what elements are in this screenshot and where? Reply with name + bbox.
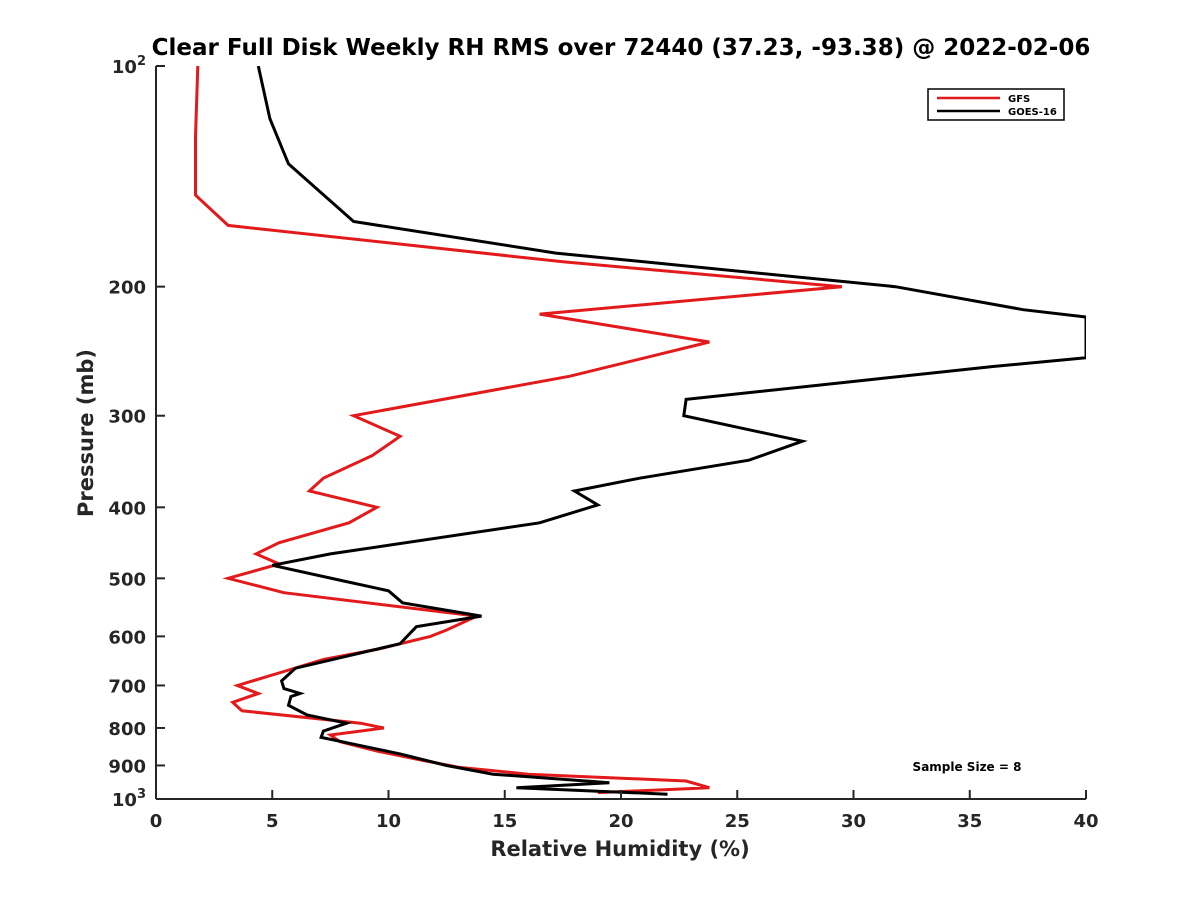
y-tick-label: 900 <box>108 756 146 777</box>
x-tick-label: 30 <box>841 811 866 832</box>
legend-label-gfs: GFS <box>1008 94 1030 105</box>
y-tick-label: 500 <box>108 569 146 590</box>
y-tick-label: 300 <box>108 407 146 428</box>
x-tick-label: 25 <box>725 811 750 832</box>
y-axis-label: Pressure (mb) <box>74 349 98 517</box>
x-axis-label: Relative Humidity (%) <box>490 837 749 861</box>
y-tick-label: 400 <box>108 498 146 519</box>
legend-box <box>927 88 1065 121</box>
y-tick-label: 800 <box>108 719 146 740</box>
legend: GFS GOES-16 <box>927 88 1065 121</box>
y-tick-label: 600 <box>108 627 146 648</box>
y-tick-label: 700 <box>108 676 146 697</box>
legend-label-goes-16: GOES-16 <box>1008 107 1057 118</box>
sample-size-annotation: Sample Size = 8 <box>913 760 1022 774</box>
x-tick-label: 10 <box>376 811 401 832</box>
y-tick-label: 200 <box>108 278 146 299</box>
x-tick-label: 5 <box>266 811 279 832</box>
x-axis-ticks: 0 5 10 15 20 25 30 35 40 <box>150 790 1099 832</box>
y-tick-label: 102 <box>112 54 146 78</box>
y-tick-label: 103 <box>112 787 146 811</box>
y-axis-ticks: 102 200 300 400 500 600 700 800 900 103 <box>108 54 165 811</box>
x-tick-label: 35 <box>957 811 982 832</box>
x-tick-label: 0 <box>150 811 163 832</box>
x-tick-label: 20 <box>608 811 633 832</box>
series-line-goes-16 <box>256 66 1086 796</box>
series-layer <box>194 66 1086 796</box>
x-tick-label: 15 <box>492 811 517 832</box>
chart-title: Clear Full Disk Weekly RH RMS over 72440… <box>152 35 1091 61</box>
x-tick-label: 40 <box>1073 811 1098 832</box>
plot-area: 0 5 10 15 20 25 30 35 40 102 200 300 400 500 600 700 80… <box>108 54 1098 832</box>
